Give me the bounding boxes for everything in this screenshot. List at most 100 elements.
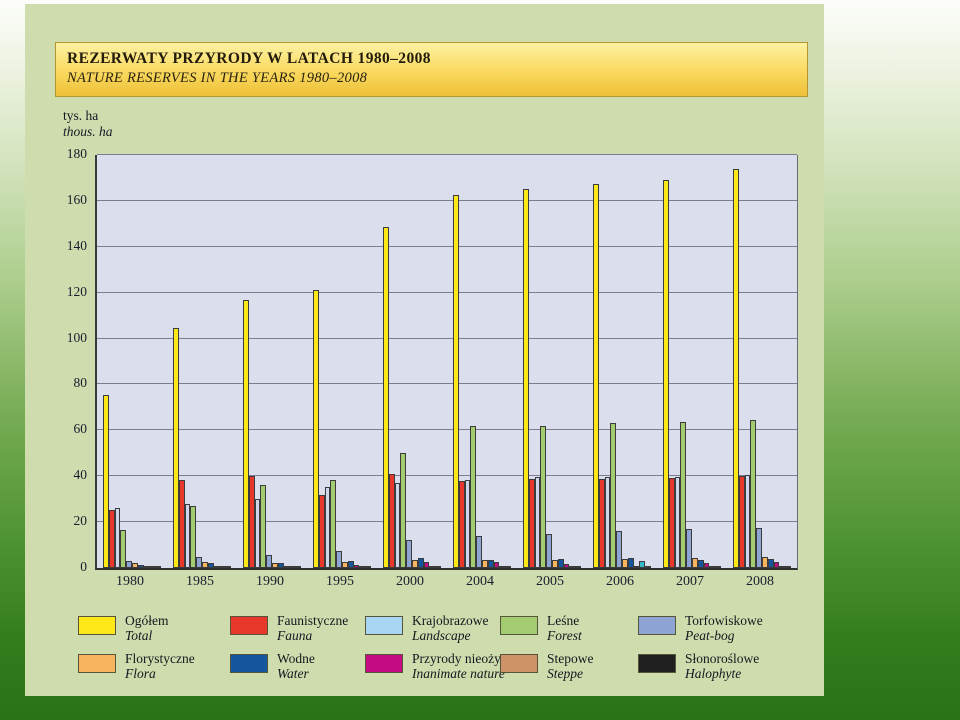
legend-name-en-total: Total: [125, 628, 153, 644]
legend-item-peat-bog: Torfowiskowe Peat-bog: [638, 613, 763, 644]
bar-peat-bog-2004: [476, 535, 482, 568]
bar-landscape-2005: [534, 477, 541, 568]
bar-total-2004: [453, 195, 459, 568]
x-tick-label-2005: 2005: [536, 574, 564, 589]
bar-water-2007: [697, 559, 704, 568]
legend-name-pl-steppe: Stepowe: [547, 651, 594, 666]
legend-swatch-steppe: [500, 654, 538, 673]
y-tick-label-140: 140: [66, 237, 87, 253]
legend-name-en-forest: Forest: [547, 628, 582, 644]
bar-landscape-2007: [674, 476, 681, 568]
y-tick-label-0: 0: [80, 559, 87, 574]
legend-name-en-halophyte: Halophyte: [685, 666, 742, 682]
legend-swatch-halophyte: [638, 654, 676, 673]
bar-flora-2005: [552, 559, 558, 568]
bar-fauna-1990: [248, 476, 255, 568]
legend-name-en-flora: Flora: [125, 666, 156, 682]
bar-forest-1980: [120, 530, 127, 568]
bar-total-2005: [523, 188, 529, 568]
legend-name-pl-halophyte: Słonoroślowe: [685, 651, 760, 666]
gridline-140: [97, 245, 797, 247]
bar-inanimate-nature-1985: [213, 566, 220, 568]
bar-halophyte-2004: [505, 566, 511, 568]
bar-flora-1985: [202, 562, 208, 568]
bar-halophyte-2007: [715, 566, 721, 568]
legend-item-halophyte: Słonoroślowe Halophyte: [638, 651, 759, 682]
gridline-180: [97, 154, 797, 155]
legend-label-flora: Florystyczne Flora: [125, 651, 195, 682]
legend-item-flora: Florystyczne Flora: [78, 651, 195, 682]
bar-peat-bog-1985: [196, 556, 202, 568]
legend-swatch-peat-bog: [638, 616, 676, 635]
y-tick-label-160: 160: [66, 191, 87, 207]
legend-swatch-landscape: [365, 616, 403, 635]
bar-water-1990: [277, 563, 284, 568]
gridline-120: [97, 291, 797, 293]
bar-inanimate-nature-1995: [353, 564, 360, 568]
bar-flora-1995: [342, 562, 348, 568]
legend-item-total: Ogółem Total: [78, 613, 169, 644]
chart-title: REZERWATY PRZYRODY W LATACH 1980–2008: [67, 50, 431, 67]
bar-peat-bog-2006: [616, 531, 622, 568]
bar-halophyte-2005: [575, 566, 581, 568]
bar-flora-2008: [762, 556, 768, 568]
legend-item-forest: Leśne Forest: [500, 613, 582, 644]
bar-landscape-1990: [254, 499, 261, 568]
legend-name-en-landscape: Landscape: [412, 628, 471, 644]
gridline-100: [97, 337, 797, 339]
bar-flora-1980: [132, 563, 138, 568]
gridline-80: [97, 383, 797, 385]
y-axis-unit-en: thous. ha: [63, 124, 113, 140]
x-tick-label-1980: 1980: [116, 574, 144, 589]
bar-landscape-1995: [324, 486, 331, 568]
x-tick-label-1985: 1985: [186, 574, 214, 589]
bar-fauna-1995: [318, 494, 325, 568]
bar-peat-bog-2008: [756, 527, 762, 568]
gridline-60: [97, 429, 797, 431]
bar-steppe-2004: [499, 566, 506, 568]
y-tick-label-180: 180: [66, 146, 87, 161]
bar-forest-2007: [680, 422, 687, 568]
bar-inanimate-nature-2000: [423, 562, 430, 568]
legend-label-landscape: Krajobrazowe Landscape: [412, 613, 488, 644]
legend-item-landscape: Krajobrazowe Landscape: [365, 613, 488, 644]
bar-steppe-1980: [149, 566, 156, 568]
bar-halophyte-2006: [645, 566, 651, 568]
legend-item-fauna: Faunistyczne Fauna: [230, 613, 348, 644]
bar-forest-1985: [190, 506, 197, 568]
chart-title-bar: REZERWATY PRZYRODY W LATACH 1980–2008 NA…: [55, 42, 808, 97]
bar-flora-2000: [412, 559, 418, 568]
bar-landscape-2004: [464, 479, 471, 568]
legend-swatch-forest: [500, 616, 538, 635]
legend-item-steppe: Stepowe Steppe: [500, 651, 594, 682]
x-tick-label-1995: 1995: [326, 574, 354, 589]
bar-steppe-2006: [639, 561, 646, 568]
bar-fauna-2004: [458, 480, 465, 568]
bar-total-2000: [383, 226, 389, 568]
bar-water-2008: [767, 558, 774, 568]
legend-name-en-fauna: Fauna: [277, 628, 313, 644]
x-tick-label-2008: 2008: [746, 574, 774, 589]
bar-landscape-2008: [744, 475, 751, 568]
bar-steppe-1985: [219, 566, 226, 568]
bar-halophyte-1995: [365, 566, 371, 568]
bar-fauna-2006: [598, 478, 605, 568]
bar-fauna-1985: [178, 479, 185, 568]
x-tick-label-2000: 2000: [396, 574, 424, 589]
bar-fauna-2007: [668, 477, 675, 568]
bar-total-1980: [103, 395, 109, 568]
bar-peat-bog-2007: [686, 529, 692, 568]
bar-peat-bog-1995: [336, 550, 342, 568]
y-tick-label-40: 40: [73, 467, 88, 483]
bar-inanimate-nature-2004: [493, 562, 500, 568]
x-tick-label-2007: 2007: [676, 574, 704, 589]
bar-inanimate-nature-1980: [143, 566, 150, 568]
legend-name-pl-water: Wodne: [277, 651, 315, 666]
bar-inanimate-nature-1990: [283, 566, 290, 568]
legend-name-pl-total: Ogółem: [125, 613, 169, 628]
legend-name-pl-forest: Leśne: [547, 613, 580, 628]
bar-water-2000: [417, 557, 424, 568]
bar-water-1985: [207, 563, 214, 568]
legend-label-halophyte: Słonoroślowe Halophyte: [685, 651, 759, 682]
